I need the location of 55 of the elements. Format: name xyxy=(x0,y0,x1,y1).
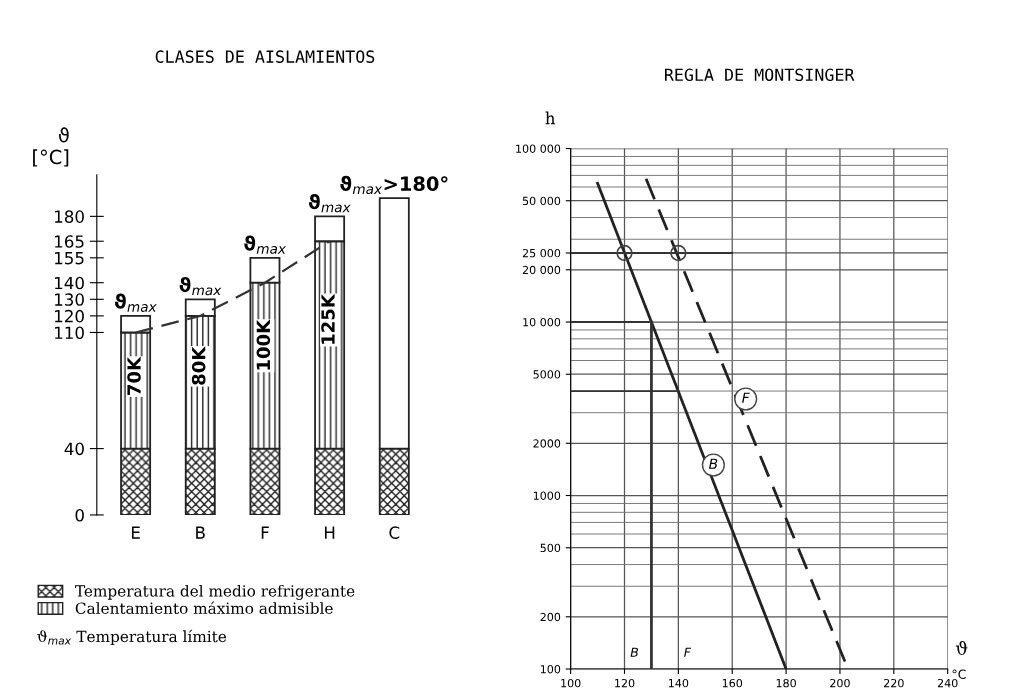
chart-title: CLASES DE AISLAMIENTOS xyxy=(155,50,375,63)
annotation: ϑ$_{max}$ xyxy=(179,276,222,296)
data-label: 100K xyxy=(256,319,271,370)
y-tick-label: 50 000 xyxy=(522,196,561,206)
y-tick-label: 25 000 xyxy=(522,248,561,258)
y-tick-label: 5000 xyxy=(533,370,561,379)
x-tick-label: E xyxy=(131,526,140,539)
data-label: 125K xyxy=(321,293,335,344)
y-axis-title: ϑ [°C] xyxy=(33,127,69,167)
text: ϑ$_{max}$ Temperatura límite xyxy=(37,629,227,646)
annotation: F xyxy=(742,392,750,403)
x-tick-label: 220 xyxy=(884,678,904,688)
annotation: ϑ$_{max}$>180° xyxy=(340,175,448,195)
annotation: ϑ$_{max}$ xyxy=(114,293,157,312)
y-tick-label: 155 xyxy=(55,252,84,265)
legend-label: Calentamiento máximo admisible xyxy=(75,601,333,614)
x-tick-label: 120 xyxy=(615,678,635,688)
y-tick-label: 180 xyxy=(55,210,84,223)
y-tick-label: 1000 xyxy=(533,491,561,500)
x-tick-label: 100 xyxy=(561,678,581,688)
y-axis-title: h xyxy=(545,111,556,125)
annotation: ϑ$_{max}$ xyxy=(308,194,351,213)
x-tick-label: 240 xyxy=(937,678,958,688)
y-tick-label: 140 xyxy=(55,276,84,290)
x-tick-label: 180 xyxy=(776,678,796,688)
chart-title: REGLA DE MONTSINGER xyxy=(665,68,855,82)
legend-label: Temperatura del medio refrigerante xyxy=(75,584,355,600)
x-tick-label: B xyxy=(196,526,205,539)
y-tick-label: 165 xyxy=(55,235,84,248)
y-tick-label: 20 000 xyxy=(522,265,561,275)
x-tick-label: C xyxy=(389,526,400,539)
x-tick-label: 160 xyxy=(722,678,743,688)
y-tick-label: 100 xyxy=(540,664,561,674)
x-tick-label: 140 xyxy=(668,678,689,688)
data-label: 80K xyxy=(191,346,206,385)
y-tick-label: 100 000 xyxy=(516,144,561,153)
y-tick-label: 200 xyxy=(540,612,561,622)
y-tick-label: 130 xyxy=(55,293,84,306)
annotation: F xyxy=(684,647,692,657)
annotation: B xyxy=(708,458,718,469)
x-tick-label: F xyxy=(261,526,269,539)
x-tick-label: H xyxy=(324,526,335,539)
y-tick-label: 10 000 xyxy=(523,317,561,327)
y-tick-label: 0 xyxy=(75,508,84,522)
annotation: B xyxy=(630,647,639,657)
y-tick-label: 2000 xyxy=(533,439,561,448)
text: °C xyxy=(952,669,966,679)
x-axis-title: ϑ xyxy=(955,640,968,656)
y-tick-label: 40 xyxy=(64,442,84,456)
annotation: ϑ$_{max}$ xyxy=(244,235,287,254)
y-tick-label: 500 xyxy=(540,543,561,553)
data-label: 70K xyxy=(127,356,141,395)
y-tick-label: 110 xyxy=(55,326,84,340)
x-tick-label: 200 xyxy=(830,678,850,688)
y-tick-label: 120 xyxy=(55,309,84,323)
